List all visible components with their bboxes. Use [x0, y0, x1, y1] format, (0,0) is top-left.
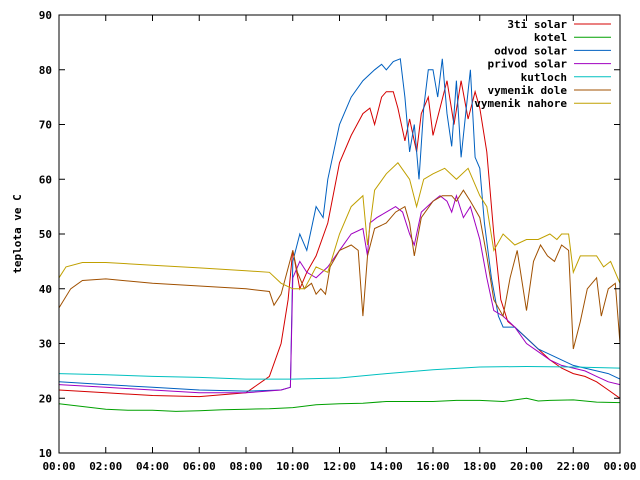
x-tick-label-2: 04:00: [136, 460, 169, 473]
y-tick-label-3: 40: [39, 283, 52, 296]
x-tick-label-4: 08:00: [229, 460, 262, 473]
y-tick-label-6: 70: [39, 119, 52, 132]
x-tick-label-6: 12:00: [323, 460, 356, 473]
x-tick-label-7: 14:00: [370, 460, 403, 473]
legend-label-3: privod solar: [488, 58, 568, 71]
y-tick-label-1: 20: [39, 392, 52, 405]
series-line-6: [58, 162, 621, 290]
legend-label-6: vymenik nahore: [474, 97, 567, 110]
x-tick-label-5: 10:00: [276, 460, 309, 473]
ticks-layer: 10 20 30 40 50 60 70 80 90 00:00 02:00 04:00 06:00 08…: [39, 9, 637, 473]
legend-label-0: 3ti solar: [507, 18, 567, 31]
series-line-3: [58, 193, 621, 394]
y-tick-label-8: 90: [39, 9, 52, 22]
series-line-4: [58, 365, 621, 380]
x-tick-label-8: 16:00: [416, 460, 449, 473]
x-tick-label-10: 20:00: [510, 460, 543, 473]
x-tick-label-0: 00:00: [42, 460, 75, 473]
x-tick-label-3: 06:00: [183, 460, 216, 473]
y-axis-title: teplota ve C: [11, 194, 24, 273]
legend-label-5: vymenik dole: [488, 84, 568, 97]
series-line-1: [58, 397, 621, 412]
y-tick-label-5: 60: [39, 173, 52, 186]
x-tick-label-1: 02:00: [89, 460, 122, 473]
y-tick-label-4: 50: [39, 228, 52, 241]
y-tick-label-7: 80: [39, 64, 52, 77]
y-tick-label-2: 30: [39, 338, 52, 351]
series-layer: [58, 58, 621, 412]
x-tick-label-12: 00:00: [603, 460, 636, 473]
y-tick-label-0: 10: [39, 447, 52, 460]
legend-label-2: odvod solar: [494, 44, 567, 57]
legend-label-1: kotel: [534, 31, 567, 44]
legend-label-4: kutloch: [521, 71, 567, 84]
series-line-2: [58, 58, 621, 392]
x-tick-label-11: 22:00: [557, 460, 590, 473]
series-line-5: [58, 189, 621, 350]
x-tick-label-9: 18:00: [463, 460, 496, 473]
